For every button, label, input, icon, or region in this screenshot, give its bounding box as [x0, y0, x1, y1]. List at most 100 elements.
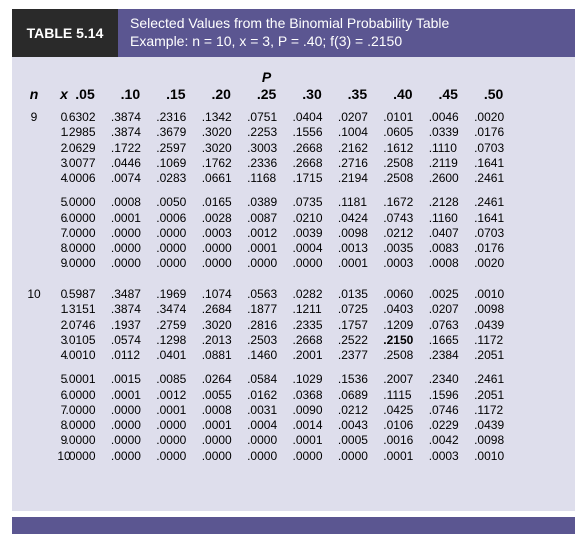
table-cell: .1937	[110, 317, 141, 332]
table-cell: .0000	[110, 241, 141, 255]
table-cell: .0574	[110, 332, 141, 347]
table-cell: .2007	[383, 372, 414, 387]
header-p-value: .50	[483, 86, 504, 102]
table-cell: .0703	[474, 140, 505, 155]
table-cell: .0629	[65, 140, 96, 155]
table-cell: .0000	[110, 418, 141, 432]
table-cell: .1672	[383, 195, 414, 210]
table-cell: .0563	[247, 287, 278, 301]
table-cell: .0028	[201, 210, 232, 225]
table-cell: .0105	[65, 332, 96, 347]
table-cell: .1536	[337, 372, 368, 387]
table-cell: .0446	[110, 155, 141, 170]
table-cell: .1715	[292, 171, 323, 185]
table-cell: .0162	[247, 387, 278, 402]
x-value: 2	[60, 140, 68, 155]
table-cell: .6302	[65, 110, 96, 124]
x-value: 3	[60, 155, 68, 170]
table-cell: .0001	[110, 387, 141, 402]
table-cell: .3003	[247, 140, 278, 155]
table-cell: .0584	[247, 372, 278, 387]
table-cell: .0035	[383, 241, 414, 255]
table-cell: .1004	[337, 125, 368, 140]
table-cell: .1168	[247, 171, 277, 185]
table-cell: .1115	[383, 387, 412, 402]
x-value: 0	[60, 287, 68, 301]
table-cell: .2340	[428, 372, 459, 387]
header-n: n	[29, 86, 39, 102]
table-cell: .1342	[201, 110, 232, 124]
x-value: 8	[60, 418, 68, 432]
table-cell: .0000	[65, 195, 96, 210]
table-cell: .2461	[474, 195, 505, 210]
table-cell: .1298	[156, 332, 187, 347]
table-cell: .2668	[292, 332, 323, 347]
table-cell: .0013	[337, 241, 368, 255]
table-cell: .2985	[65, 125, 96, 140]
table-footer-bar	[12, 517, 575, 534]
table-cell: .0008	[201, 402, 232, 417]
table-cell: .1641	[474, 155, 505, 170]
table-cell: .0020	[474, 110, 505, 124]
table-cell: .0000	[110, 225, 141, 240]
table-cell: .2162	[337, 140, 368, 155]
x-value: 10	[57, 448, 71, 463]
table-cell: .0207	[337, 110, 368, 124]
table-cell: .3020	[201, 140, 232, 155]
table-cell: .0000	[65, 418, 96, 432]
table-cell: .0055	[201, 387, 232, 402]
table-cell: .1877	[247, 302, 278, 317]
table-cell: .1556	[292, 125, 323, 140]
header-p-value: .20	[211, 86, 231, 102]
table-cell: .0264	[201, 372, 232, 387]
table-cell: .0703	[474, 225, 505, 240]
table-cell: .2253	[247, 125, 278, 140]
table-cell: .2668	[292, 155, 323, 170]
table-cell: .0025	[428, 287, 459, 301]
table-cell: .0001	[110, 210, 141, 225]
table-cell: .0368	[292, 387, 323, 402]
table-cell: .0001	[337, 256, 368, 271]
table-cell: .0000	[65, 241, 96, 255]
table-cell: .0031	[247, 402, 278, 417]
table-cell: .2377	[337, 348, 368, 362]
table-cell: .3874	[110, 302, 141, 317]
table-cell: .2816	[247, 317, 278, 332]
table-cell: .0403	[383, 302, 414, 317]
table-cell: .0207	[428, 302, 459, 317]
table-cell: .0046	[428, 110, 459, 124]
x-value: 4	[60, 348, 68, 362]
table-cell: .0229	[428, 418, 459, 432]
table-cell: .2508	[383, 155, 414, 170]
x-value: 7	[60, 225, 68, 240]
table-cell: .1029	[292, 372, 323, 387]
x-value: 7	[60, 402, 68, 417]
table-cell: .0001	[247, 241, 278, 255]
table-cell: .1722	[110, 140, 141, 155]
table-cell: .0010	[65, 348, 96, 362]
x-value: 0	[60, 110, 68, 124]
table-cell: .0010	[474, 287, 505, 301]
table-cell: .2128	[428, 195, 459, 210]
table-cell: .0000	[337, 448, 368, 463]
table-label: TABLE 5.14	[12, 9, 118, 57]
table-cell: .0000	[65, 448, 96, 463]
table-cell: .0000	[156, 433, 187, 448]
table-cell: .0000	[247, 433, 278, 448]
table-cell: .0000	[201, 241, 232, 255]
p-label: P	[261, 69, 272, 85]
x-value: 8	[60, 241, 68, 255]
table-cell: .0282	[292, 287, 323, 301]
table-cell: .0083	[428, 241, 459, 255]
table-cell: .2001	[292, 348, 323, 362]
table-cell: .0735	[292, 195, 323, 210]
table-cell: .2597	[156, 140, 187, 155]
header-p-value: .05	[75, 86, 95, 102]
table-cell: .0012	[156, 387, 187, 402]
table-cell: .0000	[247, 256, 278, 271]
table-cell: .0014	[292, 418, 323, 432]
table-cell: .0746	[65, 317, 96, 332]
table-cell: .0106	[383, 418, 414, 432]
highlighted-cell: .2150	[383, 332, 414, 347]
x-value: 5	[60, 195, 68, 210]
